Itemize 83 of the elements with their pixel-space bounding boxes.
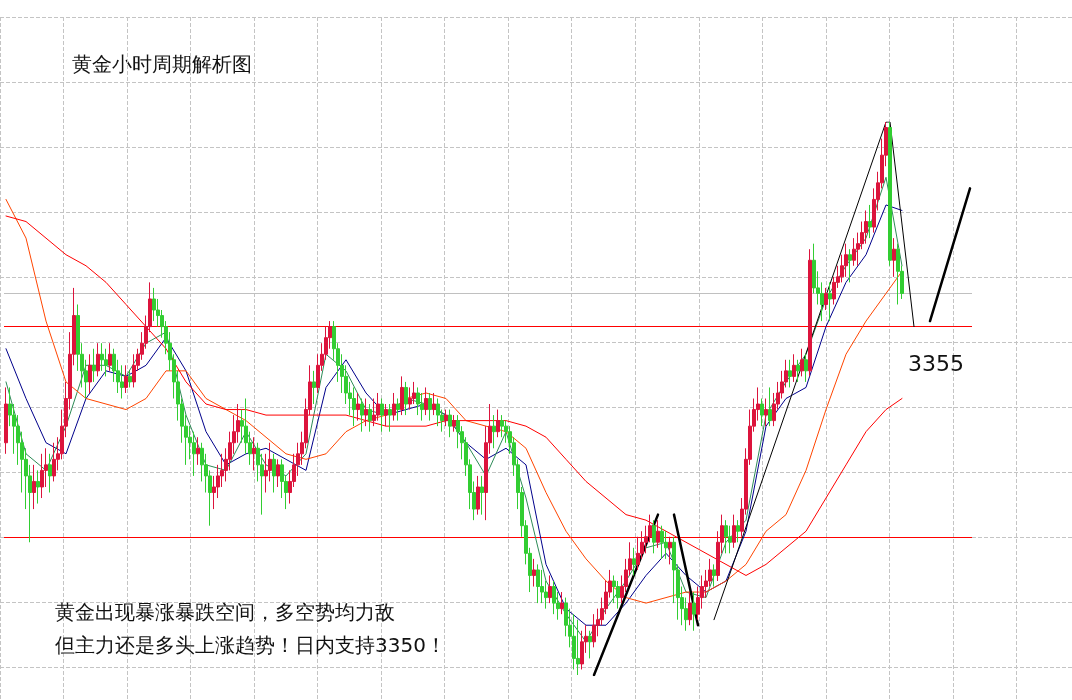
candlestick (4, 386, 8, 455)
candlestick (128, 370, 132, 388)
candlestick (888, 121, 892, 267)
candlestick (388, 403, 392, 433)
candlestick (428, 392, 432, 422)
candlestick (396, 398, 400, 422)
candlestick (96, 342, 100, 377)
candlestick (356, 392, 360, 422)
candlestick (424, 386, 428, 416)
candlestick (864, 209, 868, 245)
chart-title: 黄金小时周期解析图 (72, 52, 252, 76)
candlestick (276, 458, 280, 488)
candlestick (588, 630, 592, 659)
candlestick (796, 359, 800, 383)
candlestick (400, 375, 404, 416)
candlestick (452, 414, 456, 433)
candlestick (92, 348, 96, 383)
candlestick (124, 364, 128, 394)
candlestick (36, 469, 40, 505)
candlestick (760, 398, 764, 427)
candlestick (132, 353, 136, 388)
candlestick (736, 519, 740, 543)
candlestick (688, 591, 692, 626)
candlestick (768, 386, 772, 427)
candlestick (548, 574, 552, 604)
candlestick (432, 392, 436, 416)
annotation: 黄金出现暴涨暴跌空间，多空势均力敌 (55, 600, 395, 624)
candlestick (448, 409, 452, 438)
candlestick (852, 237, 856, 267)
candlestick (476, 475, 480, 516)
candlestick (252, 436, 256, 471)
candlestick (664, 530, 668, 560)
candlestick (392, 392, 396, 422)
candlestick (792, 353, 796, 383)
candlestick (828, 281, 832, 322)
candlestick (808, 248, 812, 377)
candlestick (712, 563, 716, 588)
candlestick (272, 453, 276, 494)
candlestick (532, 558, 536, 588)
candlestick (788, 359, 792, 388)
candlestick (660, 525, 664, 560)
candlestick (764, 398, 768, 427)
candlestick (848, 248, 852, 283)
candlestick (404, 381, 408, 416)
candlestick (496, 409, 500, 438)
candlestick (844, 243, 848, 278)
candlestick (896, 243, 900, 305)
candlestick (892, 237, 896, 278)
candlestick (108, 342, 112, 372)
candlestick (804, 353, 808, 383)
candlestick (480, 475, 484, 516)
candlestick (800, 348, 804, 377)
candlestick (724, 519, 728, 554)
candlestick (380, 398, 384, 433)
candlestick (312, 370, 316, 405)
candlestick (376, 392, 380, 422)
candlestick (352, 386, 356, 427)
candlestick (364, 398, 368, 427)
candlestick (408, 386, 412, 411)
candlestick (100, 342, 104, 372)
candlestick (668, 536, 672, 565)
candlestick (824, 287, 828, 311)
candlestick (48, 453, 52, 494)
annotation: 但主力还是多头上涨趋势！日内支持3350！ (55, 633, 446, 657)
candlestick (32, 464, 36, 510)
annotation: 3355 (908, 350, 964, 376)
candlestick (444, 409, 448, 427)
candlestick (656, 519, 660, 549)
candlestick (88, 353, 92, 394)
candlestick (592, 613, 596, 648)
candlestick (560, 591, 564, 615)
candlestick (652, 519, 656, 554)
candlestick (120, 364, 124, 399)
candlestick (536, 563, 540, 604)
candlestick (732, 514, 736, 549)
candlestick (492, 414, 496, 449)
candlestick (384, 403, 388, 427)
candlestick (692, 591, 696, 632)
candlestick (368, 403, 372, 433)
candlestick (632, 547, 636, 576)
candlestick (360, 398, 364, 433)
candlestick (196, 436, 200, 466)
candlestick (868, 204, 872, 239)
